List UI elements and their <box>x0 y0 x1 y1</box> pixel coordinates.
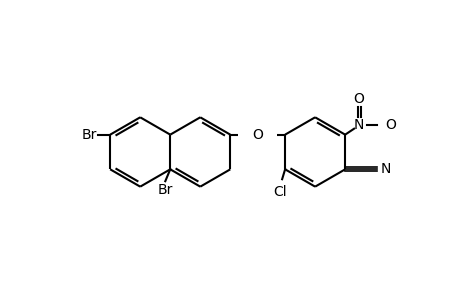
Text: N: N <box>380 162 390 176</box>
Text: O: O <box>384 118 395 132</box>
Text: Br: Br <box>82 128 97 142</box>
Text: Br: Br <box>157 183 173 197</box>
Text: O: O <box>252 128 263 142</box>
Text: N: N <box>353 118 364 132</box>
Text: O: O <box>353 92 364 106</box>
Text: Cl: Cl <box>273 185 286 199</box>
